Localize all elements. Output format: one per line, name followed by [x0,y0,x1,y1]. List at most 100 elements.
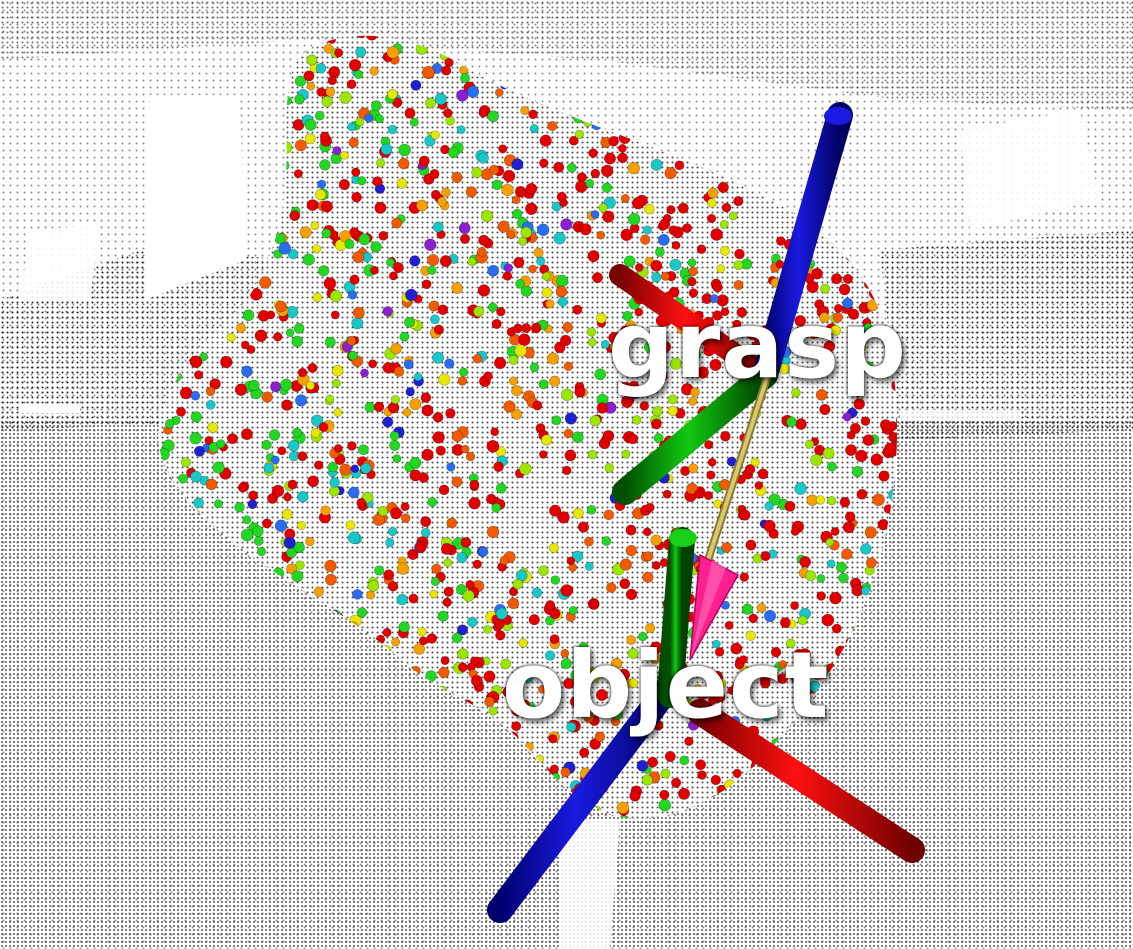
feature-point [365,35,378,41]
feature-point [556,191,567,202]
feature-point [511,408,523,420]
feature-point [815,495,826,505]
feature-point [297,451,308,462]
feature-point [614,358,625,369]
feature-point [334,48,344,58]
feature-point [348,58,362,72]
feature-point [440,543,453,555]
feature-point [560,767,571,778]
feature-point [598,203,608,213]
feature-point [403,316,415,328]
feature-point [684,736,694,746]
feature-point [440,656,450,666]
feature-point [540,434,553,446]
feature-point [364,401,376,413]
feature-point [294,139,307,152]
feature-point [295,394,308,407]
feature-point [562,465,572,476]
feature-point [456,624,468,636]
feature-point [642,225,652,235]
feature-point [234,383,248,396]
feature-point [863,361,874,372]
feature-point [432,411,444,423]
feature-point [589,415,601,427]
feature-point [487,110,500,123]
feature-point [316,87,326,97]
feature-point [706,213,717,224]
feature-point [468,497,481,510]
feature-point [763,519,776,533]
feature-point [413,643,426,655]
feature-point [305,380,315,390]
feature-point [207,422,219,433]
feature-point [455,583,467,595]
feature-point [283,492,292,502]
feature-point [794,315,807,327]
feature-point [478,234,490,246]
feature-point [478,108,488,118]
feature-point [493,461,504,473]
feature-point [242,309,255,322]
feature-point [817,669,828,680]
feature-point [823,340,836,353]
feature-point [566,162,577,173]
feature-point [608,331,621,344]
feature-point [574,129,584,140]
feature-point [594,731,606,743]
feature-point [514,344,527,357]
feature-point [564,449,577,462]
feature-point [667,405,678,416]
feature-point [730,642,743,655]
feature-point [619,558,632,571]
feature-point [584,561,594,571]
feature-point [860,416,871,426]
feature-point [851,466,864,478]
feature-point [438,666,450,679]
feature-point [651,272,662,283]
feature-point [790,526,800,536]
feature-point [430,130,440,140]
feature-point [251,525,264,538]
feature-point [602,210,615,223]
feature-point [491,318,502,330]
feature-point [344,239,355,250]
feature-point [480,210,494,223]
feature-point [519,462,532,476]
feature-point [799,556,812,568]
feature-point [299,226,312,239]
feature-point [458,222,471,235]
feature-point [720,307,730,317]
feature-point [268,429,281,441]
feature-point [398,143,411,157]
feature-point [659,341,672,353]
feature-point [715,678,727,690]
feature-point [643,203,655,215]
feature-point [704,440,714,450]
feature-point [327,461,339,473]
feature-point [687,277,697,287]
feature-point [312,292,323,303]
feature-point [285,328,295,338]
feature-point [832,312,843,323]
feature-point [442,108,453,118]
feature-point [520,106,530,116]
feature-point [802,344,813,355]
feature-point [660,768,671,779]
feature-point [520,699,530,710]
feature-point [491,502,502,513]
feature-point [712,310,723,321]
feature-point [628,678,639,689]
feature-point [760,550,771,562]
feature-point [329,290,343,303]
feature-point [432,431,445,444]
feature-point [888,431,898,443]
feature-point [418,636,428,646]
feature-point [739,572,749,582]
feature-point [794,482,807,495]
feature-point [483,625,492,634]
feature-point [710,774,721,786]
feature-point [261,391,273,403]
feature-point [750,457,760,467]
